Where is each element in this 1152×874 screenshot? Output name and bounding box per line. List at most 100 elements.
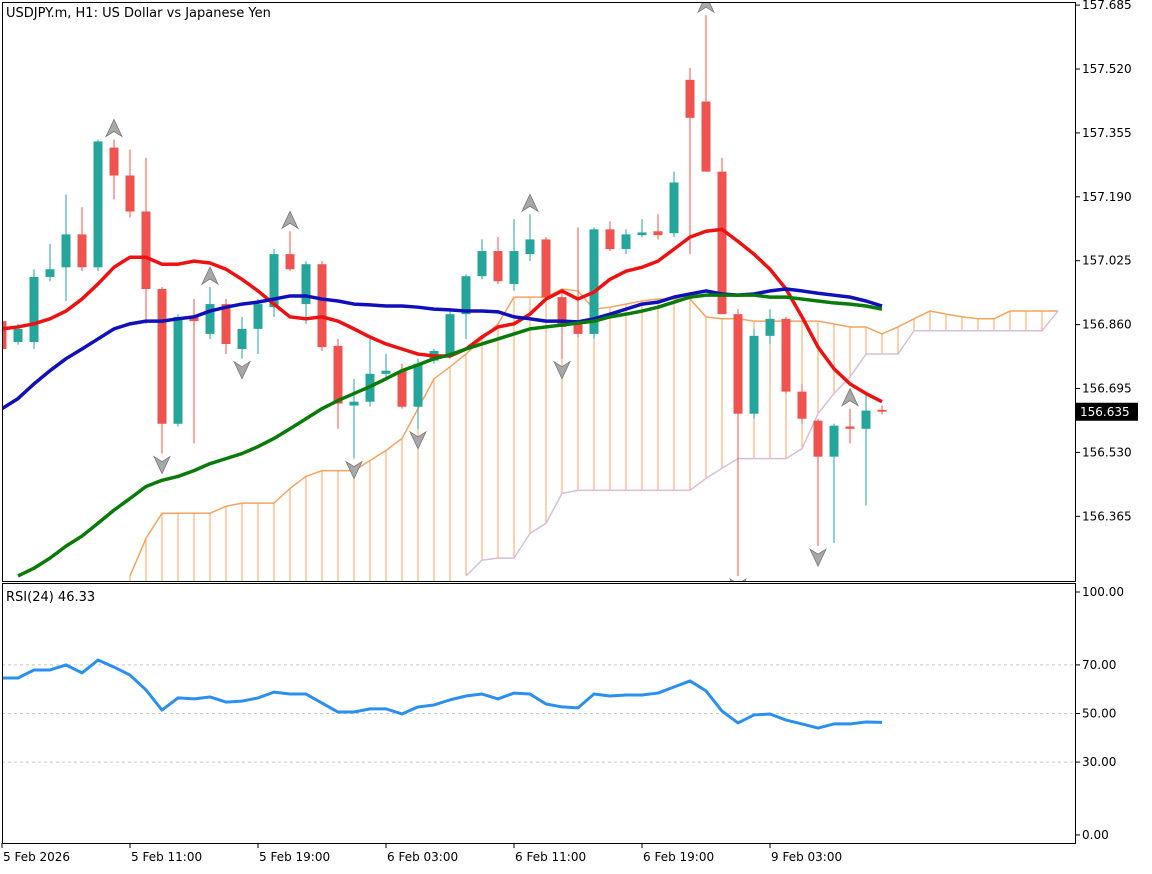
candle-body — [205, 304, 215, 334]
y-tick-label: 70.00 — [1082, 658, 1116, 672]
fractal-down — [345, 460, 363, 480]
candle-body — [285, 254, 295, 270]
candle-body — [765, 318, 775, 336]
y-tick-label: 100.00 — [1082, 585, 1124, 599]
x-tick-label: 9 Feb 03:00 — [771, 850, 842, 864]
candle-body — [349, 401, 359, 406]
candle-body — [589, 229, 599, 334]
candle-body — [13, 328, 23, 343]
fractal-up — [697, 2, 715, 14]
fractal-up — [281, 210, 299, 230]
x-tick-label: 5 Feb 2026 — [3, 850, 70, 864]
candle-body — [189, 316, 199, 322]
candle-body — [445, 314, 455, 355]
y-tick-label: 0.00 — [1082, 828, 1109, 842]
candle-body — [813, 420, 823, 457]
candle-body — [861, 410, 871, 429]
y-tick-label: 156.860 — [1082, 318, 1132, 332]
candle-body — [797, 391, 807, 419]
candle-body — [61, 234, 71, 268]
candle-body — [733, 314, 743, 414]
candle-body — [621, 234, 631, 250]
last-price-label: 156.635 — [1080, 405, 1130, 419]
y-tick-label: 157.025 — [1082, 254, 1132, 268]
y-tick-label: 156.695 — [1082, 382, 1132, 396]
candle-body — [381, 370, 391, 374]
y-tick-label: 157.190 — [1082, 190, 1132, 204]
y-tick-label: 156.530 — [1082, 445, 1132, 459]
candle-body — [93, 141, 103, 268]
fractal-down — [233, 360, 251, 380]
candle-body — [829, 425, 839, 457]
moving-average — [17, 293, 883, 578]
rsi-panel-frame — [2, 583, 1076, 844]
last-price-box — [1076, 402, 1138, 421]
candle-body — [605, 229, 615, 250]
axes: 157.685 157.520 157.355 157.190 157.025 156.8… — [1, 0, 1138, 864]
candle-body — [701, 101, 711, 172]
candle-body — [413, 363, 423, 407]
candle-body — [269, 254, 279, 308]
y-tick-label: 50.00 — [1082, 706, 1116, 720]
rsi-line — [2, 658, 883, 730]
candle-body — [685, 79, 695, 118]
rsi-panel-plot — [2, 658, 1075, 763]
fractal-down — [553, 360, 571, 380]
candle-body — [2, 321, 7, 350]
candle-body — [781, 318, 791, 392]
candle-body — [493, 251, 503, 282]
candle-body — [237, 328, 247, 350]
chart-title: USDJPY.m, H1: US Dollar vs Japanese Yen — [6, 6, 271, 21]
rsi-title: RSI(24) 46.33 — [6, 590, 95, 605]
candle-body — [637, 232, 647, 236]
span-b-line — [465, 310, 1059, 577]
x-tick-label: 5 Feb 19:00 — [259, 850, 330, 864]
price-panel-frame — [2, 2, 1076, 582]
price-panel-plot — [2, 2, 1059, 581]
fractal-up — [521, 193, 539, 213]
candle-body — [317, 264, 327, 348]
candle-body — [157, 288, 167, 424]
candle-body — [541, 239, 551, 298]
candle-body — [461, 276, 471, 315]
candle-body — [525, 239, 535, 255]
fractal-down — [809, 548, 827, 568]
candle-body — [173, 316, 183, 424]
x-tick-label: 6 Feb 03:00 — [387, 850, 458, 864]
candle-body — [477, 251, 487, 277]
candle-body — [397, 370, 407, 407]
candle-body — [749, 335, 759, 414]
candle-body — [221, 304, 231, 344]
fractal-up — [201, 266, 219, 286]
candle-body — [29, 276, 39, 343]
x-tick-label: 6 Feb 11:00 — [515, 850, 586, 864]
y-tick-label: 30.00 — [1082, 755, 1116, 769]
candle-body — [141, 211, 151, 289]
y-tick-label: 157.685 — [1082, 0, 1132, 12]
x-tick-label: 6 Feb 19:00 — [643, 850, 714, 864]
y-tick-label: 157.520 — [1082, 62, 1132, 76]
y-tick-label: 156.365 — [1082, 509, 1132, 523]
candle-body — [669, 182, 679, 234]
candle-body — [253, 304, 263, 329]
candle-body — [301, 264, 311, 305]
candle-body — [109, 147, 119, 176]
candle-body — [877, 409, 887, 412]
fractal-down — [409, 430, 427, 450]
y-tick-label: 157.355 — [1082, 126, 1132, 140]
candle-body — [845, 426, 855, 429]
candle-body — [77, 234, 87, 268]
candle-body — [557, 297, 567, 327]
fractal-up — [105, 118, 123, 138]
candle-body — [573, 321, 583, 334]
candle-body — [333, 345, 343, 404]
x-tick-label: 5 Feb 11:00 — [131, 850, 202, 864]
fractal-up — [841, 387, 859, 407]
candle-body — [125, 175, 135, 212]
candle-body — [653, 231, 663, 236]
fractal-down — [153, 455, 171, 475]
candle-body — [45, 269, 55, 277]
